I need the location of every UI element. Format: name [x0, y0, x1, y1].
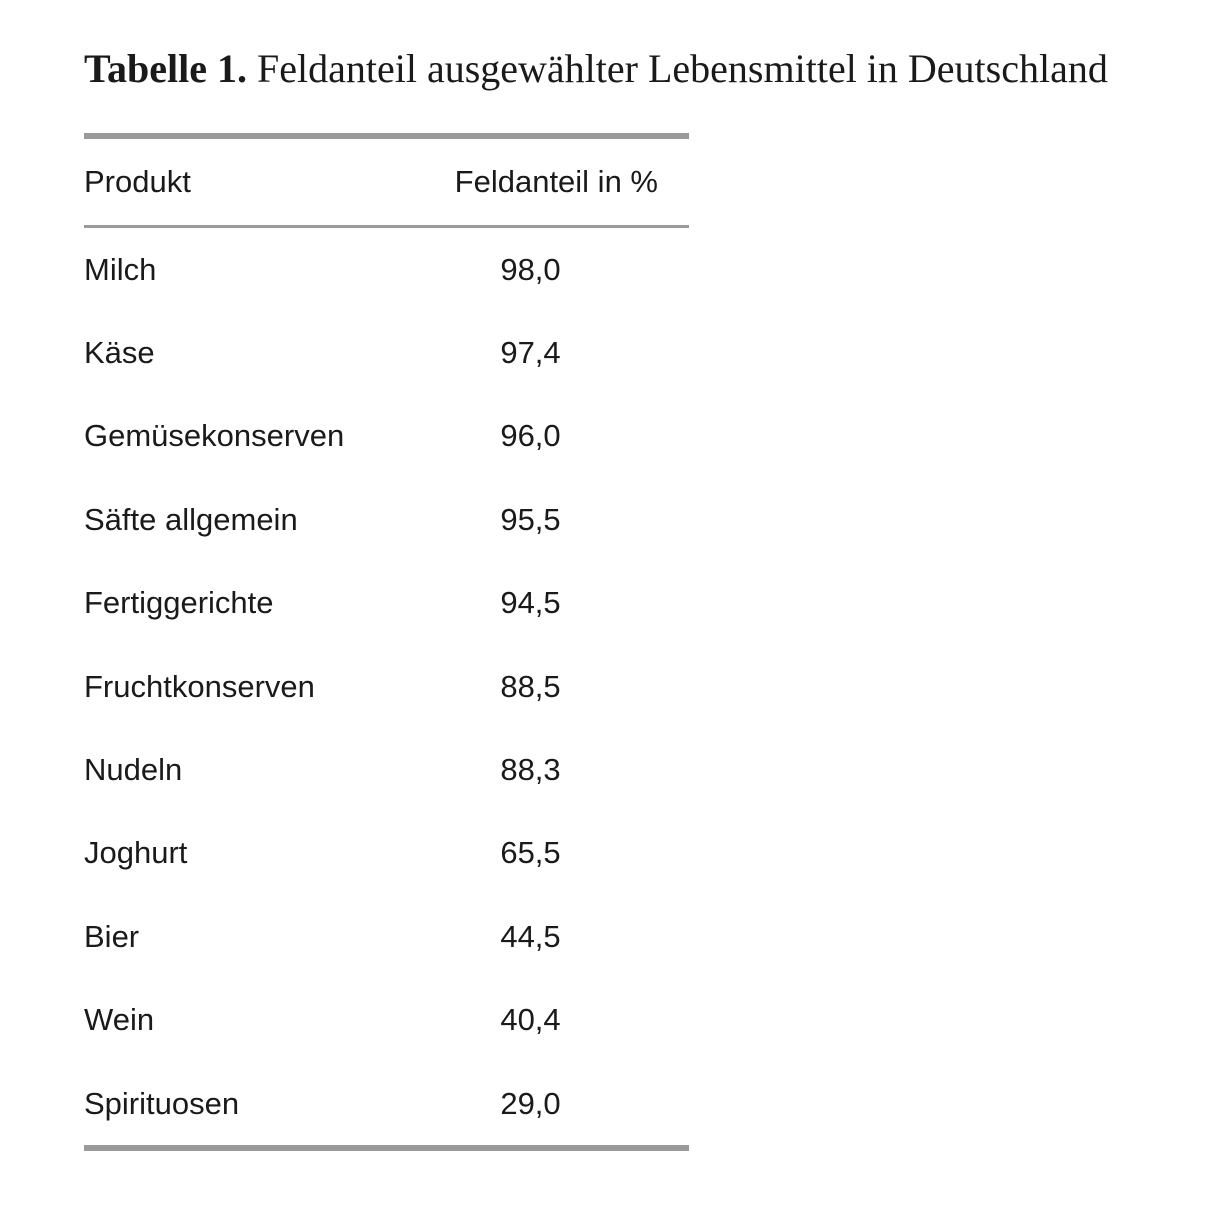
product-cell: Säfte allgemein: [84, 501, 298, 537]
product-cell: Fruchtkonserven: [84, 668, 315, 704]
product-cell: Wein: [84, 1002, 155, 1038]
product-cell: Milch: [84, 251, 157, 287]
product-cell: Spirituosen: [84, 1085, 240, 1121]
table-caption-title: Feldanteil ausgewählter Lebensmittel in …: [257, 46, 1108, 91]
table-row: Säfte allgemein 95,5: [84, 478, 689, 561]
table-row: Käse 97,4: [84, 311, 689, 394]
share-cell: 97,4: [500, 335, 561, 371]
product-cell: Gemüsekonserven: [84, 418, 345, 454]
share-cell: 88,3: [500, 752, 561, 788]
table-caption: Tabelle 1. Feldanteil ausgewählter Leben…: [84, 44, 1108, 94]
data-table-container: Produkt Feldanteil in % Milch 98,0 Käse …: [84, 133, 689, 1152]
table-row: Bier 44,5: [84, 895, 689, 978]
share-cell: 44,5: [500, 918, 561, 954]
product-cell: Joghurt: [84, 835, 188, 871]
table-caption-label: Tabelle 1.: [84, 46, 247, 91]
table-row: Spirituosen 29,0: [84, 1062, 689, 1145]
share-cell: 88,5: [500, 668, 561, 704]
table-header-row: Produkt Feldanteil in %: [84, 139, 689, 225]
share-cell: 98,0: [500, 251, 561, 287]
table-row: Wein 40,4: [84, 979, 689, 1062]
top-rule: [84, 133, 689, 139]
column-header-share: Feldanteil in %: [454, 164, 658, 199]
table-row: Gemüsekonserven 96,0: [84, 395, 689, 478]
share-cell: 94,5: [500, 585, 561, 621]
table-row: Milch 98,0: [84, 228, 689, 311]
data-table-body: Milch 98,0 Käse 97,4 Gemüsekonserven 96,…: [84, 228, 689, 1145]
table-row: Nudeln 88,3: [84, 728, 689, 811]
table-row: Fruchtkonserven 88,5: [84, 645, 689, 728]
bottom-rule: [84, 1145, 689, 1152]
column-header-product: Produkt: [84, 164, 191, 199]
product-cell: Fertiggerichte: [84, 585, 274, 621]
share-cell: 95,5: [500, 501, 561, 537]
product-cell: Käse: [84, 335, 155, 371]
data-table: Produkt Feldanteil in %: [84, 139, 689, 225]
product-cell: Nudeln: [84, 752, 183, 788]
share-cell: 29,0: [500, 1085, 561, 1121]
table-row: Joghurt 65,5: [84, 812, 689, 895]
product-cell: Bier: [84, 918, 140, 954]
share-cell: 96,0: [500, 418, 561, 454]
table-row: Fertiggerichte 94,5: [84, 562, 689, 645]
share-cell: 40,4: [500, 1002, 561, 1038]
header-rule: [84, 225, 689, 228]
share-cell: 65,5: [500, 835, 561, 871]
